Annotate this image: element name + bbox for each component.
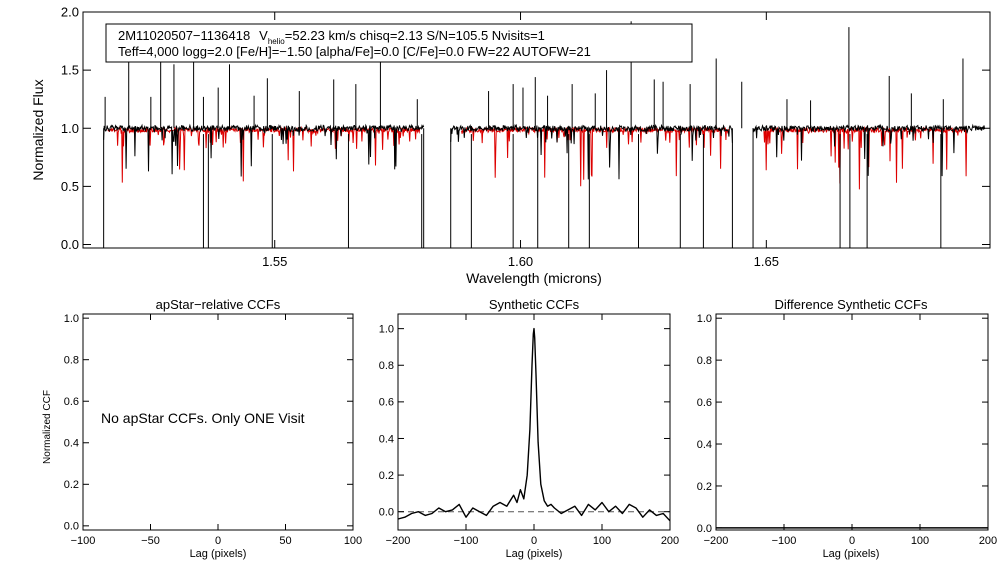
v-stats: =52.23 km/s chisq=2.13 S/N=105.5 Nvisits… xyxy=(285,28,545,43)
difference-ytick-label: 0.4 xyxy=(697,439,712,451)
apstar-xtick-label: 50 xyxy=(279,535,291,547)
synthetic-ccf-curve xyxy=(397,327,671,522)
spectrum-ytick-label: 2.0 xyxy=(61,5,79,20)
apstar-xtick-label: 0 xyxy=(215,535,221,547)
synthetic-ytick-label: 0.2 xyxy=(379,470,394,482)
synthetic-ccf-line xyxy=(397,327,671,522)
difference-title: Difference Synthetic CCFs xyxy=(775,297,928,312)
observed-spectrum xyxy=(103,21,986,248)
v-subscript: helio xyxy=(268,37,285,46)
apstar-ytick-label: 0.6 xyxy=(64,396,79,408)
model-spectrum-segment xyxy=(461,125,730,187)
synthetic-axes: −200 −100 0 100 200 0.0 0.2 0.4 0.6 0.8 1.0 xyxy=(379,314,679,547)
spectrum-frame xyxy=(82,11,991,249)
synthetic-frame xyxy=(397,313,671,531)
no-ccf-message: No apStar CCFs. Only ONE Visit xyxy=(101,410,305,426)
spectrum-ytick-label: 1.0 xyxy=(61,121,79,136)
apstar-title: apStar−relative CCFs xyxy=(156,297,281,312)
spectrum-xtick-label: 1.60 xyxy=(508,254,533,269)
difference-ytick-label: 0.8 xyxy=(697,355,712,367)
spectrum-ytick-label: 0.5 xyxy=(61,179,79,194)
spectrum-xtick-label: 1.65 xyxy=(754,254,779,269)
observed-spectrum-segment xyxy=(103,123,425,177)
apstar-xtick-label: −50 xyxy=(141,535,160,547)
model-spectrum-segment xyxy=(107,125,421,183)
apstar-xtick-label: 100 xyxy=(344,535,362,547)
synthetic-ccf-panel: −200 −100 0 100 200 0.0 0.2 0.4 0.6 0.8 1.0 Synthe… xyxy=(379,297,679,560)
difference-ytick-label: 0.2 xyxy=(697,481,712,493)
synthetic-ytick-label: 0.6 xyxy=(379,397,394,409)
difference-xtick-label: 200 xyxy=(979,535,997,547)
difference-axes: −200 −100 0 100 200 0.0 0.2 0.4 0.6 0.8 1.0 xyxy=(697,313,997,547)
difference-xtick-label: 100 xyxy=(911,535,929,547)
synthetic-xtick-label: −100 xyxy=(454,535,479,547)
v-label: V xyxy=(259,28,268,43)
synthetic-xtick-label: 200 xyxy=(661,535,679,547)
observed-spectrum-segment xyxy=(450,123,733,180)
spectrum-axes: 1.55 1.60 1.65 0.0 0.5 1.0 1.5 2.0 xyxy=(61,5,990,269)
synthetic-xtick-label: 100 xyxy=(593,535,611,547)
info-line2: Teff=4,000 logg=2.0 [Fe/H]=−1.50 [alpha/… xyxy=(118,44,591,59)
difference-ytick-label: 1.0 xyxy=(697,313,712,325)
apstar-ylabel: Normalized CCF xyxy=(42,390,53,464)
apstar-ytick-label: 0.4 xyxy=(64,438,79,450)
spectrum-ytick-label: 0.0 xyxy=(61,237,79,252)
synthetic-ytick-label: 0.8 xyxy=(379,360,394,372)
apstar-ytick-label: 1.0 xyxy=(64,313,79,325)
difference-xtick-label: −200 xyxy=(704,535,729,547)
synthetic-ytick-label: 0.4 xyxy=(379,433,394,445)
apstar-xtick-label: −100 xyxy=(71,535,96,547)
apstar-ytick-label: 0.2 xyxy=(64,479,79,491)
star-id: 2M11020507−1136418 xyxy=(118,28,250,43)
difference-xtick-label: −100 xyxy=(772,535,797,547)
apstar-ytick-label: 0.0 xyxy=(64,521,79,533)
spectrum-xtick-label: 1.55 xyxy=(262,254,287,269)
spectrum-ylabel: Normalized Flux xyxy=(30,79,46,180)
spectrum-panel: 1.55 1.60 1.65 0.0 0.5 1.0 1.5 2.0 2M11020507−1… xyxy=(30,5,991,286)
apstar-axes: −100 −50 0 50 100 0.0 0.2 0.4 0.6 0.8 1.0 xyxy=(64,313,362,547)
difference-xlabel: Lag (pixels) xyxy=(823,548,880,560)
difference-frame xyxy=(715,313,989,531)
info-box xyxy=(105,23,693,63)
apstar-ytick-label: 0.8 xyxy=(64,355,79,367)
difference-ytick-label: 0.6 xyxy=(697,397,712,409)
info-line1: 2M11020507−1136418 Vhelio=52.23 km/s chis… xyxy=(118,28,545,46)
synthetic-xlabel: Lag (pixels) xyxy=(506,548,563,560)
model-spectrum-segment xyxy=(763,125,969,190)
synthetic-title: Synthetic CCFs xyxy=(489,297,580,312)
synthetic-ytick-label: 0.0 xyxy=(379,507,394,519)
apstar-ccf-panel: −100 −50 0 50 100 0.0 0.2 0.4 0.6 0.8 1.0 apStar−r… xyxy=(42,297,362,560)
apstar-xlabel: Lag (pixels) xyxy=(190,548,247,560)
difference-xtick-label: 0 xyxy=(849,535,855,547)
spectrum-xlabel: Wavelength (microns) xyxy=(466,270,602,286)
observed-spectrum-segment xyxy=(752,123,986,177)
difference-ccf-panel: −200 −100 0 100 200 0.0 0.2 0.4 0.6 0.8 1.0 Differ… xyxy=(697,297,997,560)
synthetic-xtick-label: 0 xyxy=(531,535,537,547)
spectrum-ytick-label: 1.5 xyxy=(61,63,79,78)
difference-ytick-label: 0.0 xyxy=(697,523,712,535)
synthetic-xtick-label: −200 xyxy=(386,535,411,547)
synthetic-ytick-label: 1.0 xyxy=(379,323,394,335)
